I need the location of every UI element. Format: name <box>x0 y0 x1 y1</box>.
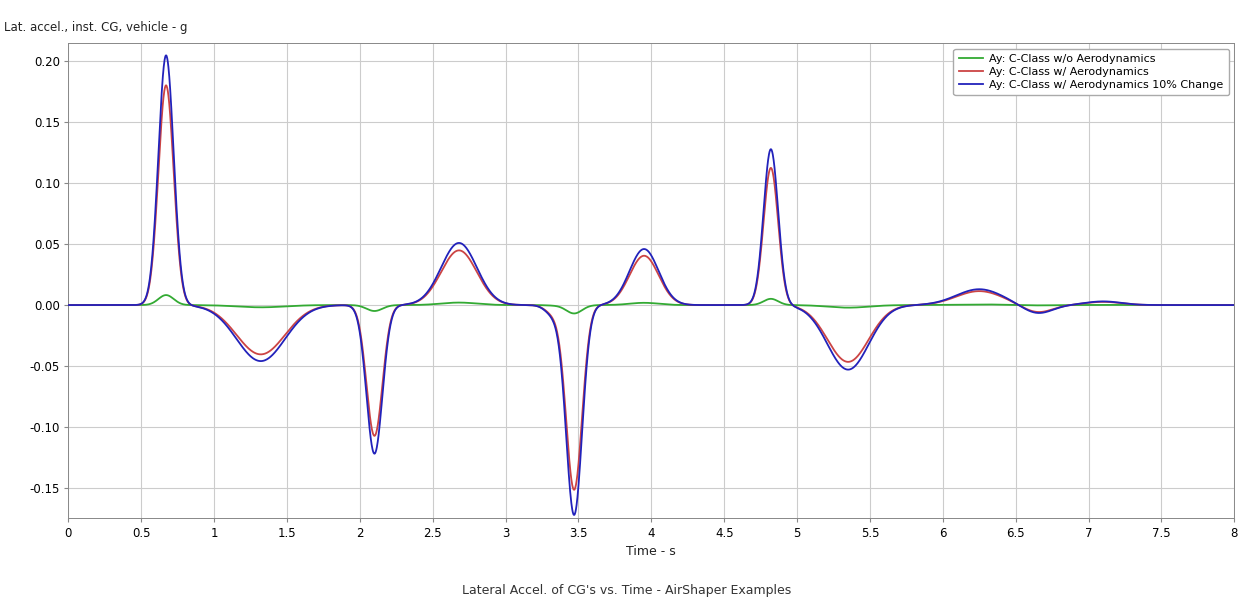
Ay: C-Class w/ Aerodynamics: (5.82, 5.47e-05): C-Class w/ Aerodynamics: (5.82, 5.47e-05… <box>908 301 923 309</box>
Ay: C-Class w/ Aerodynamics: (0, -7.06e-16): C-Class w/ Aerodynamics: (0, -7.06e-16) <box>61 301 76 309</box>
Line: Ay: C-Class w/ Aerodynamics: Ay: C-Class w/ Aerodynamics <box>69 85 1234 490</box>
Line: Ay: C-Class w/o Aerodynamics: Ay: C-Class w/o Aerodynamics <box>69 295 1234 313</box>
Ay: C-Class w/o Aerodynamics: (3.43, -0.00511): C-Class w/o Aerodynamics: (3.43, -0.0051… <box>560 307 575 315</box>
Text: Lateral Accel. of CG's vs. Time - AirShaper Examples: Lateral Accel. of CG's vs. Time - AirSha… <box>462 584 791 597</box>
Text: Lat. accel., inst. CG, vehicle - g: Lat. accel., inst. CG, vehicle - g <box>4 21 188 33</box>
Ay: C-Class w/o Aerodynamics: (7.76, 6.49e-11): C-Class w/o Aerodynamics: (7.76, 6.49e-1… <box>1192 301 1207 309</box>
Ay: C-Class w/ Aerodynamics: (8, 4.96e-15): C-Class w/ Aerodynamics: (8, 4.96e-15) <box>1227 301 1242 309</box>
Ay: C-Class w/ Aerodynamics 10% Change: (0, -8.02e-16): C-Class w/ Aerodynamics 10% Change: (0, … <box>61 301 76 309</box>
Ay: C-Class w/ Aerodynamics 10% Change: (3.8, 0.0161): C-Class w/ Aerodynamics 10% Change: (3.8… <box>615 282 630 289</box>
Ay: C-Class w/ Aerodynamics 10% Change: (7.36, 0.000316): C-Class w/ Aerodynamics 10% Change: (7.3… <box>1134 301 1149 308</box>
Ay: C-Class w/o Aerodynamics: (3.8, 0.000643): C-Class w/o Aerodynamics: (3.8, 0.000643… <box>615 301 630 308</box>
Ay: C-Class w/o Aerodynamics: (5.82, 2.49e-06): C-Class w/o Aerodynamics: (5.82, 2.49e-0… <box>908 301 923 309</box>
Ay: C-Class w/ Aerodynamics 10% Change: (3.43, -0.128): C-Class w/ Aerodynamics 10% Change: (3.4… <box>560 457 575 464</box>
Ay: C-Class w/ Aerodynamics 10% Change: (0.67, 0.205): C-Class w/ Aerodynamics 10% Change: (0.6… <box>159 52 174 59</box>
Ay: C-Class w/ Aerodynamics 10% Change: (3.47, -0.172): C-Class w/ Aerodynamics 10% Change: (3.4… <box>566 512 581 519</box>
Ay: C-Class w/ Aerodynamics 10% Change: (8, 5.64e-15): C-Class w/ Aerodynamics 10% Change: (8, … <box>1227 301 1242 309</box>
Ay: C-Class w/ Aerodynamics: (3.43, -0.112): C-Class w/ Aerodynamics: (3.43, -0.112) <box>560 438 575 445</box>
Ay: C-Class w/o Aerodynamics: (0, -3.21e-17): C-Class w/o Aerodynamics: (0, -3.21e-17) <box>61 301 76 309</box>
Ay: C-Class w/o Aerodynamics: (3.36, -0.00128): C-Class w/o Aerodynamics: (3.36, -0.0012… <box>551 303 566 310</box>
Ay: C-Class w/o Aerodynamics: (3.47, -0.00689): C-Class w/o Aerodynamics: (3.47, -0.0068… <box>566 310 581 317</box>
Ay: C-Class w/o Aerodynamics: (0.67, 0.0082): C-Class w/o Aerodynamics: (0.67, 0.0082) <box>159 291 174 298</box>
Ay: C-Class w/ Aerodynamics: (3.8, 0.0141): C-Class w/ Aerodynamics: (3.8, 0.0141) <box>615 284 630 291</box>
X-axis label: Time - s: Time - s <box>626 545 677 558</box>
Ay: C-Class w/o Aerodynamics: (8, 2.26e-16): C-Class w/o Aerodynamics: (8, 2.26e-16) <box>1227 301 1242 309</box>
Ay: C-Class w/o Aerodynamics: (7.36, 1.26e-05): C-Class w/o Aerodynamics: (7.36, 1.26e-0… <box>1134 301 1149 309</box>
Line: Ay: C-Class w/ Aerodynamics 10% Change: Ay: C-Class w/ Aerodynamics 10% Change <box>69 56 1234 515</box>
Ay: C-Class w/ Aerodynamics: (7.36, 0.000278): C-Class w/ Aerodynamics: (7.36, 0.000278… <box>1134 301 1149 308</box>
Legend: Ay: C-Class w/o Aerodynamics, Ay: C-Class w/ Aerodynamics, Ay: C-Class w/ Aerody: Ay: C-Class w/o Aerodynamics, Ay: C-Clas… <box>954 49 1229 96</box>
Ay: C-Class w/ Aerodynamics: (7.76, 1.43e-09): C-Class w/ Aerodynamics: (7.76, 1.43e-09… <box>1192 301 1207 309</box>
Ay: C-Class w/ Aerodynamics 10% Change: (3.36, -0.0321): C-Class w/ Aerodynamics 10% Change: (3.3… <box>551 340 566 347</box>
Ay: C-Class w/ Aerodynamics: (3.47, -0.152): C-Class w/ Aerodynamics: (3.47, -0.152) <box>566 486 581 493</box>
Ay: C-Class w/ Aerodynamics 10% Change: (5.82, 6.22e-05): C-Class w/ Aerodynamics 10% Change: (5.8… <box>908 301 923 309</box>
Ay: C-Class w/ Aerodynamics: (0.67, 0.18): C-Class w/ Aerodynamics: (0.67, 0.18) <box>159 82 174 89</box>
Ay: C-Class w/ Aerodynamics: (3.36, -0.0282): C-Class w/ Aerodynamics: (3.36, -0.0282) <box>551 336 566 343</box>
Ay: C-Class w/ Aerodynamics 10% Change: (7.76, 1.62e-09): C-Class w/ Aerodynamics 10% Change: (7.7… <box>1192 301 1207 309</box>
